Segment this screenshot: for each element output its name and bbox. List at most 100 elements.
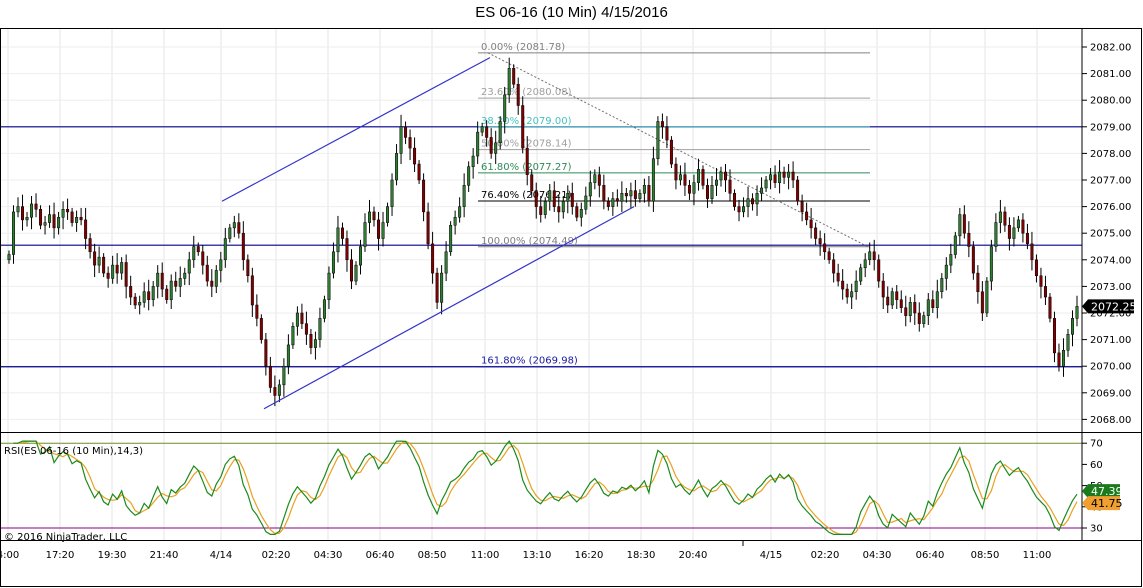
candle-body <box>268 365 272 388</box>
candle-body <box>435 272 439 303</box>
candle-body <box>773 174 777 183</box>
candle-body <box>769 174 773 181</box>
candle-body <box>187 259 191 274</box>
x-tick-label: 16:20 <box>575 550 604 561</box>
candle-body <box>895 291 899 300</box>
candle-body <box>219 259 223 271</box>
y-tick-label: 2078.00 <box>1090 149 1131 160</box>
time-axis: 4:00 17:20 19:30 21:40 4/14 02:20 04:30 06:40 08… <box>0 540 1051 561</box>
candle-body <box>800 201 804 213</box>
candle-body <box>228 227 232 239</box>
candle-body <box>300 312 304 324</box>
candle-body <box>557 206 561 213</box>
channel-lower-line <box>263 206 635 410</box>
rsi-average-line <box>13 440 1078 536</box>
x-tick-label: 02:20 <box>262 550 291 561</box>
candle-body <box>525 147 529 175</box>
candle-body <box>48 214 52 223</box>
candle-body <box>728 179 732 194</box>
candle-body <box>669 139 673 165</box>
candle-body <box>232 222 236 229</box>
grid-lines <box>0 28 1082 540</box>
trend-channel[interactable] <box>221 57 635 410</box>
rsi-tick-label: 30 <box>1090 524 1103 535</box>
candle-body <box>696 169 700 183</box>
x-tick-label: 13:10 <box>523 550 552 561</box>
candle-body <box>66 209 70 213</box>
candle-body <box>678 174 682 181</box>
candle-body <box>606 201 610 207</box>
candle-body <box>349 259 353 282</box>
candle-body <box>417 163 421 181</box>
candle-body <box>782 171 786 178</box>
rsi-value-marker <box>1082 484 1120 499</box>
candle-body <box>124 262 128 287</box>
candle-body <box>205 264 209 282</box>
candle-body <box>133 296 137 306</box>
candle-body <box>593 174 597 183</box>
candle-body <box>872 251 876 261</box>
candle-body <box>494 142 498 154</box>
candle-body <box>1071 318 1074 335</box>
candle-body <box>710 185 714 199</box>
candle-body <box>841 280 845 290</box>
candle-body <box>264 339 268 367</box>
candle-body <box>147 291 151 300</box>
candle-body <box>584 195 588 210</box>
rsi-panel <box>0 440 1082 536</box>
x-tick-label: 04:30 <box>314 550 343 561</box>
candle-body <box>354 264 358 282</box>
candle-body <box>917 312 921 324</box>
y-tick-label: 2082.00 <box>1090 43 1131 54</box>
candle-body <box>255 304 259 319</box>
candle-body <box>827 251 831 261</box>
candle-body <box>467 166 471 186</box>
candle-body <box>111 264 115 279</box>
candle-body <box>904 307 908 316</box>
candle-body <box>863 259 867 269</box>
y-tick-label: 2069.00 <box>1090 388 1131 399</box>
candle-body <box>733 193 737 207</box>
x-tick-label: 20:40 <box>679 550 708 561</box>
candle-body <box>476 131 480 157</box>
candle-body <box>1066 334 1070 351</box>
candle-body <box>958 214 962 237</box>
candle-body <box>989 246 993 282</box>
last-price-label: 2072.25 <box>1091 300 1137 313</box>
candle-body <box>485 126 489 138</box>
candle-body <box>196 246 200 253</box>
candle-body <box>426 211 430 245</box>
candle-body <box>507 68 511 96</box>
candle-body <box>52 214 56 229</box>
candle-body <box>395 153 399 181</box>
candle-body <box>309 334 313 348</box>
candle-body <box>647 185 651 202</box>
candle-body <box>7 254 11 261</box>
candle-body <box>480 126 484 133</box>
candle-body <box>575 206 579 218</box>
candle-body <box>201 251 205 266</box>
y-tick-label: 2073.00 <box>1090 282 1131 293</box>
candle-body <box>1003 211 1007 226</box>
candle-body <box>1016 219 1020 229</box>
candle-body <box>449 224 453 253</box>
candle-body <box>178 278 182 287</box>
candle-body <box>70 211 74 223</box>
candle-body <box>539 206 543 215</box>
candle-body <box>39 209 43 226</box>
candle-body <box>692 182 696 194</box>
candle-body <box>615 198 619 202</box>
fib-level-label: 38.20% (2079.00) <box>481 116 572 127</box>
candle-body <box>823 243 827 253</box>
candle-body <box>868 251 872 261</box>
fib-level-label: 100.00% (2074.49) <box>481 236 578 247</box>
x-tick-label: 02:20 <box>811 550 840 561</box>
candle-body <box>944 264 948 279</box>
candle-body <box>61 209 65 218</box>
x-tick-label: 19:30 <box>98 550 127 561</box>
last-price-marker <box>1082 299 1134 314</box>
candle-body <box>931 299 935 308</box>
candle-body <box>971 246 975 274</box>
candle-body <box>512 68 516 85</box>
